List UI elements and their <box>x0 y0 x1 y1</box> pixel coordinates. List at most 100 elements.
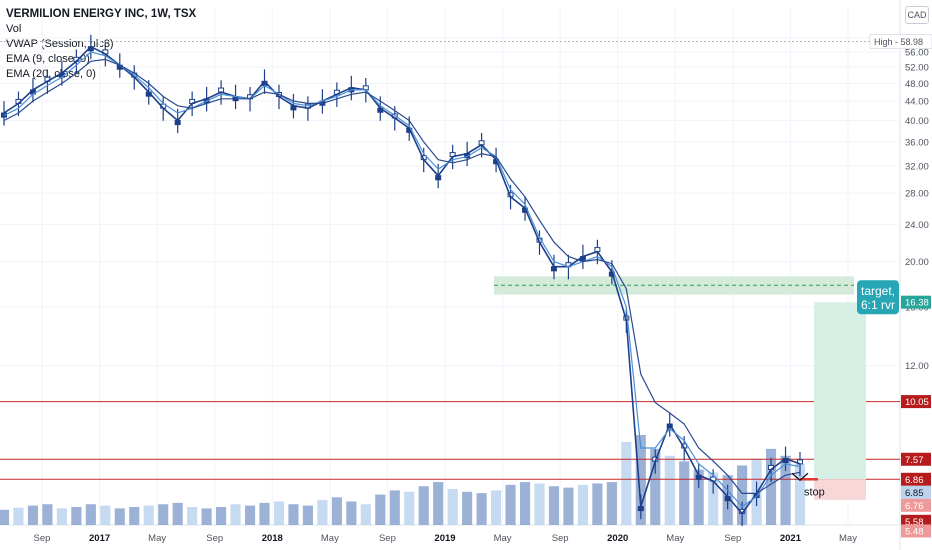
volume-bar <box>244 505 256 525</box>
time-tick-label: May <box>494 533 512 544</box>
price-tag-box <box>901 524 931 538</box>
time-tick-label: 2019 <box>434 533 455 544</box>
currency-badge[interactable]: CAD <box>905 6 929 24</box>
volume-bar <box>143 505 154 525</box>
volume-bar <box>606 482 617 525</box>
time-tick-label: 2017 <box>89 533 110 544</box>
volume-bar <box>650 448 661 525</box>
volume-bar <box>548 486 560 525</box>
volume-bar <box>172 502 183 525</box>
price-tag-box <box>901 295 931 309</box>
price-tick-label: 28.00 <box>905 189 929 200</box>
volume-bar <box>42 504 53 525</box>
target-zone <box>494 276 854 295</box>
volume-series <box>0 435 806 525</box>
volume-bar <box>505 484 516 525</box>
volume-bar <box>114 508 125 525</box>
position-profit-zone <box>814 302 866 480</box>
ema-20-line <box>3 58 801 494</box>
volume-bar <box>577 484 588 525</box>
price-tick-label: 12.00 <box>905 361 929 372</box>
volume-bar <box>679 461 690 525</box>
time-tick-label: Sep <box>724 533 741 544</box>
volume-bar <box>302 505 313 525</box>
volume-bar <box>664 455 675 525</box>
price-tag-label: 5.48 <box>905 527 924 538</box>
price-tag-label: 10.05 <box>905 397 929 408</box>
price-tick-label: 20.00 <box>905 257 929 268</box>
target-annotation-line: 6:1 rvr <box>861 298 895 312</box>
time-tick-label: Sep <box>379 533 396 544</box>
volume-bar <box>56 508 67 525</box>
price-axis: 12.0016.0020.0024.0028.0032.0036.0040.00… <box>905 34 929 373</box>
volume-bar <box>476 493 487 525</box>
volume-bar <box>635 435 646 525</box>
time-tick-label: Sep <box>34 533 51 544</box>
volume-bar <box>331 497 342 525</box>
volume-bar <box>693 469 704 525</box>
volume-bar <box>462 491 473 525</box>
time-tick-label: May <box>148 533 166 544</box>
volume-bar <box>13 507 24 525</box>
high-label-box <box>869 33 932 49</box>
volume-bar <box>418 486 429 525</box>
time-tick-label: May <box>839 533 857 544</box>
volume-bar <box>765 448 777 525</box>
indicator-ema-9[interactable]: EMA (9, close, 0) <box>6 53 90 65</box>
price-tag-box <box>901 395 931 409</box>
volume-bar <box>404 491 415 525</box>
volume-bar <box>158 504 169 525</box>
volume-bar <box>129 507 140 525</box>
price-tag-label: 5.58 <box>905 517 924 528</box>
price-tag-box <box>901 472 931 486</box>
price-tick-label: 32.00 <box>905 161 929 172</box>
position-stop-zone <box>814 479 866 500</box>
volume-bar <box>491 490 502 525</box>
price-tag-label: 16.38 <box>905 298 929 309</box>
volume-bar <box>447 489 458 525</box>
indicator-ema-20[interactable]: EMA (20, close, 0) <box>6 68 96 80</box>
price-tag-box <box>901 452 931 466</box>
volume-bar <box>563 487 574 525</box>
volume-bar <box>317 500 328 525</box>
price-tag-label: 6.76 <box>905 501 924 512</box>
price-tag-box <box>901 498 931 512</box>
volume-bar <box>360 504 371 525</box>
candle-body <box>637 506 644 512</box>
price-tick-label: 44.00 <box>905 97 929 108</box>
volume-bar <box>621 441 632 525</box>
volume-bar <box>534 483 545 525</box>
volume-bar <box>259 502 270 525</box>
price-tick-label: 24.00 <box>905 220 929 231</box>
target-annotation-line: target, <box>861 284 895 298</box>
volume-bar <box>100 505 111 525</box>
chart-legend: VERMILION ENERGY INC, 1W, TSX Vol VWAP (… <box>6 7 196 82</box>
volume-bar <box>375 494 386 525</box>
volume-bar <box>85 504 96 525</box>
price-tick-label: 40.00 <box>905 116 929 127</box>
entry-arrow <box>791 472 809 482</box>
time-tick-label: 2021 <box>780 533 802 544</box>
volume-bar <box>519 482 531 525</box>
volume-bar <box>288 504 299 525</box>
volume-bar <box>389 490 400 525</box>
time-axis: Sep 2017 May Sep 2018 May Sep 2019 May Sep 2020 May… <box>34 533 858 544</box>
time-tick-label: May <box>666 533 684 544</box>
time-tick-label: 2018 <box>262 533 283 544</box>
volume-bar <box>187 507 198 525</box>
volume-bar <box>0 509 10 525</box>
time-tick-label: Sep <box>206 533 223 544</box>
volume-bar <box>230 504 241 525</box>
high-label: High - 58.98 <box>874 37 923 47</box>
price-tag-label: 6.85 <box>905 488 924 499</box>
price-tag-box <box>901 485 931 499</box>
vwap-line <box>3 45 801 515</box>
indicator-vol[interactable]: Vol <box>6 23 22 35</box>
price-tag-label: 6.86 <box>905 475 924 486</box>
volume-bar <box>346 501 357 525</box>
volume-bar <box>273 501 285 525</box>
chart-title: VERMILION ENERGY INC, 1W, TSX <box>6 8 197 20</box>
volume-bar <box>794 464 806 525</box>
price-tick-label: 48.00 <box>905 79 929 90</box>
